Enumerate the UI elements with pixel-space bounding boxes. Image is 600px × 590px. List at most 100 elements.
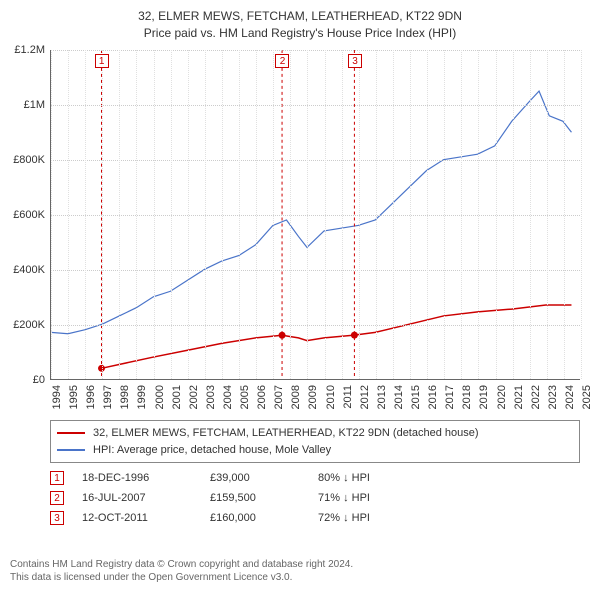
- gridline-h: [51, 325, 580, 326]
- x-tick-label: 2007: [273, 385, 285, 409]
- title-line-1: 32, ELMER MEWS, FETCHAM, LEATHERHEAD, KT…: [10, 8, 590, 25]
- gridline-v: [239, 50, 240, 379]
- x-tick-label: 2005: [239, 385, 251, 409]
- y-tick-label: £600K: [13, 209, 45, 221]
- event-pct: 71% ↓ HPI: [318, 492, 438, 504]
- y-tick-label: £200K: [13, 319, 45, 331]
- event-date: 12-OCT-2011: [82, 512, 192, 524]
- y-tick-label: £800K: [13, 154, 45, 166]
- x-tick-label: 2011: [342, 385, 354, 409]
- event-price: £39,000: [210, 472, 300, 484]
- x-tick-label: 2003: [205, 385, 217, 409]
- gridline-v: [273, 50, 274, 379]
- event-price: £159,500: [210, 492, 300, 504]
- gridline-v: [325, 50, 326, 379]
- x-tick-label: 2013: [376, 385, 388, 409]
- gridline-v: [342, 50, 343, 379]
- gridline-v: [290, 50, 291, 379]
- gridline-v: [444, 50, 445, 379]
- gridline-v: [188, 50, 189, 379]
- event-pct: 80% ↓ HPI: [318, 472, 438, 484]
- gridline-v: [119, 50, 120, 379]
- x-tick-label: 1995: [68, 385, 80, 409]
- legend: 32, ELMER MEWS, FETCHAM, LEATHERHEAD, KT…: [50, 420, 580, 463]
- footer-line-2: This data is licensed under the Open Gov…: [10, 571, 590, 584]
- x-tick-label: 2019: [478, 385, 490, 409]
- x-tick-label: 1997: [102, 385, 114, 409]
- gridline-v: [205, 50, 206, 379]
- event-date: 16-JUL-2007: [82, 492, 192, 504]
- series-line-price_paid: [102, 305, 572, 368]
- legend-row: HPI: Average price, detached house, Mole…: [57, 442, 573, 459]
- chart-area: £0£200K£400K£600K£800K£1M£1.2M1994199519…: [50, 50, 580, 380]
- event-price: £160,000: [210, 512, 300, 524]
- event-marker-box: 1: [95, 54, 109, 68]
- event-row: 312-OCT-2011£160,00072% ↓ HPI: [50, 508, 580, 528]
- x-tick-label: 2001: [171, 385, 183, 409]
- gridline-v: [136, 50, 137, 379]
- event-dot: [279, 332, 286, 339]
- x-tick-label: 2006: [256, 385, 268, 409]
- gridline-v: [154, 50, 155, 379]
- gridline-v: [513, 50, 514, 379]
- gridline-v: [393, 50, 394, 379]
- gridline-v: [547, 50, 548, 379]
- x-tick-label: 2014: [393, 385, 405, 409]
- gridline-v: [359, 50, 360, 379]
- x-tick-label: 1999: [136, 385, 148, 409]
- gridline-h: [51, 50, 580, 51]
- gridline-v: [222, 50, 223, 379]
- gridline-v: [68, 50, 69, 379]
- y-tick-label: £400K: [13, 264, 45, 276]
- gridline-v: [307, 50, 308, 379]
- x-tick-label: 2025: [581, 385, 593, 409]
- x-tick-label: 2022: [530, 385, 542, 409]
- event-marker-box: 3: [348, 54, 362, 68]
- footer: Contains HM Land Registry data © Crown c…: [10, 558, 590, 584]
- x-tick-label: 2009: [307, 385, 319, 409]
- x-tick-label: 1998: [119, 385, 131, 409]
- gridline-v: [85, 50, 86, 379]
- gridline-h: [51, 215, 580, 216]
- legend-row: 32, ELMER MEWS, FETCHAM, LEATHERHEAD, KT…: [57, 425, 573, 442]
- event-date: 18-DEC-1996: [82, 472, 192, 484]
- plot-region: £0£200K£400K£600K£800K£1M£1.2M1994199519…: [50, 50, 580, 380]
- legend-label: HPI: Average price, detached house, Mole…: [93, 442, 331, 459]
- legend-label: 32, ELMER MEWS, FETCHAM, LEATHERHEAD, KT…: [93, 425, 479, 442]
- x-tick-label: 1994: [51, 385, 63, 409]
- gridline-v: [530, 50, 531, 379]
- x-tick-label: 2000: [154, 385, 166, 409]
- event-badge: 2: [50, 491, 64, 505]
- title-block: 32, ELMER MEWS, FETCHAM, LEATHERHEAD, KT…: [0, 0, 600, 46]
- gridline-v: [496, 50, 497, 379]
- events-table: 1 18-DEC-1996 £39,000 80% ↓ HPI 2 16-JUL-2007…: [50, 468, 580, 528]
- footer-line-1: Contains HM Land Registry data © Crown c…: [10, 558, 590, 571]
- x-tick-label: 2024: [564, 385, 576, 409]
- legend-swatch: [57, 449, 85, 451]
- gridline-v: [410, 50, 411, 379]
- gridline-v: [102, 50, 103, 379]
- gridline-v: [256, 50, 257, 379]
- y-tick-label: £1M: [24, 99, 45, 111]
- gridline-v: [427, 50, 428, 379]
- event-dot: [351, 332, 358, 339]
- chart-container: 32, ELMER MEWS, FETCHAM, LEATHERHEAD, KT…: [0, 0, 600, 590]
- y-tick-label: £1.2M: [14, 44, 45, 56]
- gridline-v: [564, 50, 565, 379]
- gridline-v: [171, 50, 172, 379]
- x-tick-label: 2012: [359, 385, 371, 409]
- gridline-v: [51, 50, 52, 379]
- gridline-v: [581, 50, 582, 379]
- x-tick-label: 2010: [325, 385, 337, 409]
- event-badge: 3: [50, 511, 64, 525]
- x-tick-label: 2020: [496, 385, 508, 409]
- x-tick-label: 2021: [513, 385, 525, 409]
- legend-swatch: [57, 432, 85, 434]
- gridline-h: [51, 105, 580, 106]
- x-tick-label: 2002: [188, 385, 200, 409]
- event-badge: 1: [50, 471, 64, 485]
- gridline-v: [376, 50, 377, 379]
- gridline-v: [461, 50, 462, 379]
- x-tick-label: 2008: [290, 385, 302, 409]
- gridline-h: [51, 270, 580, 271]
